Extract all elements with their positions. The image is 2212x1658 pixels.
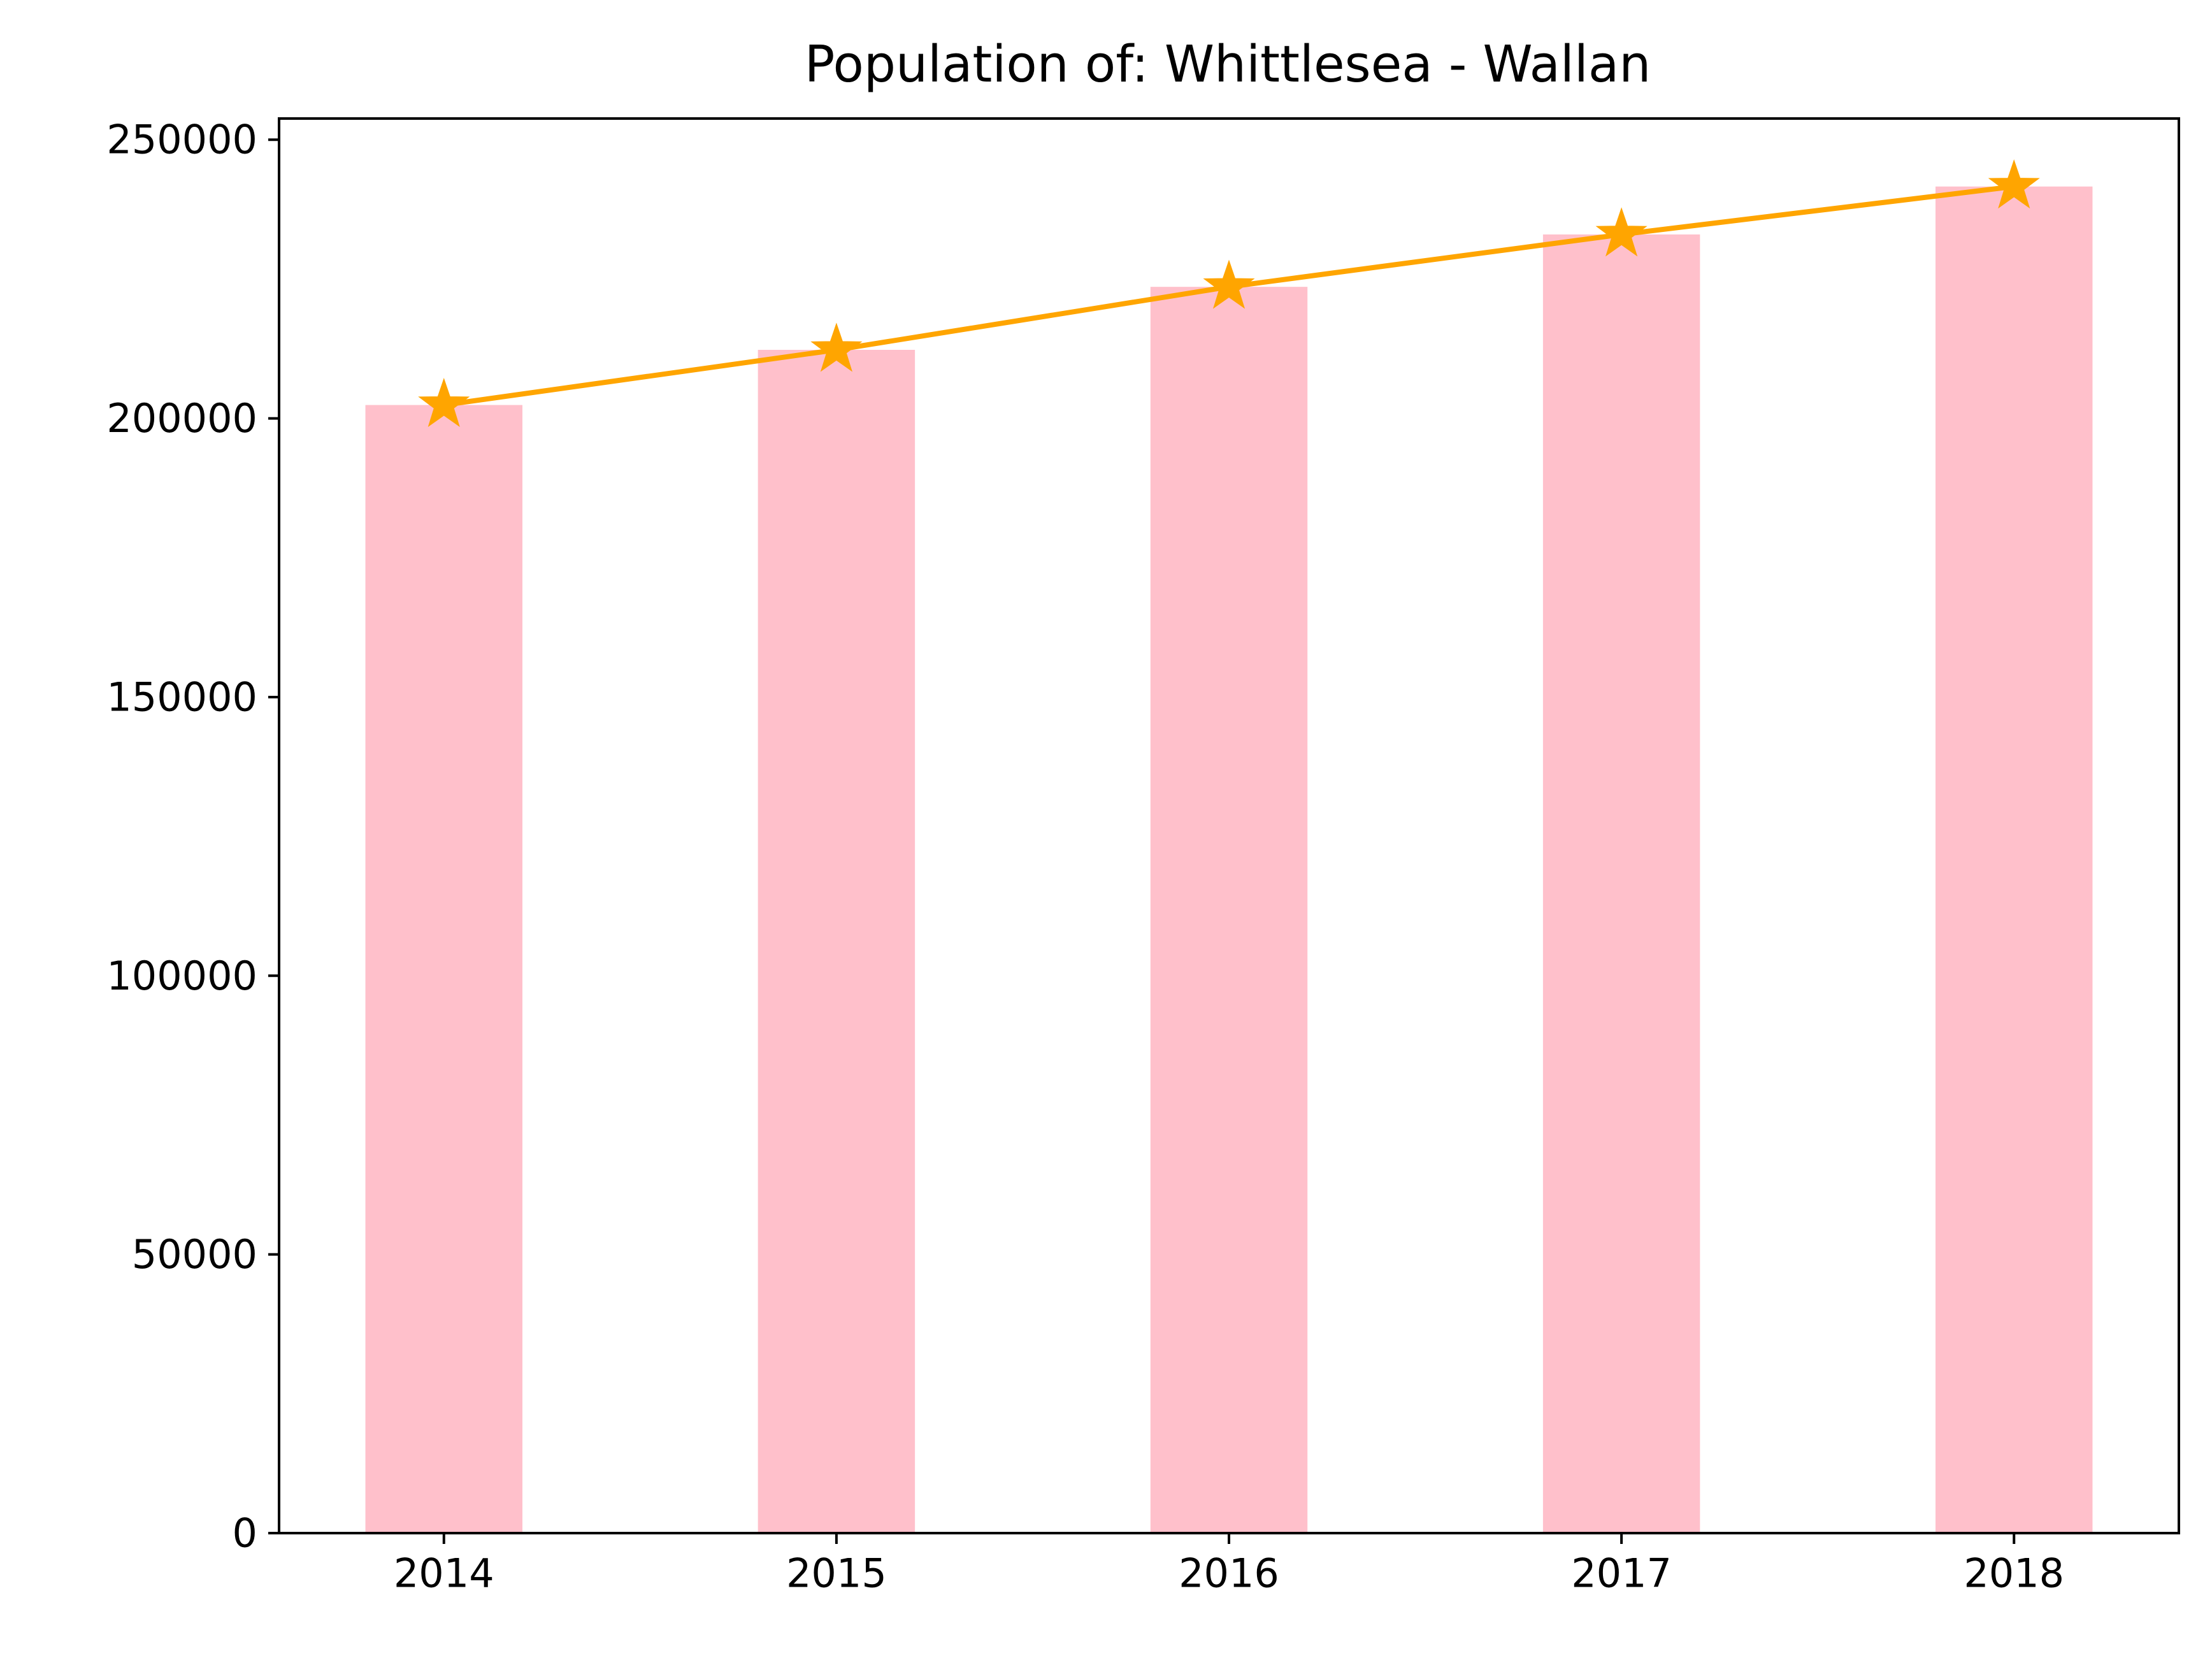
bar-2016 (1150, 287, 1308, 1533)
point-marker-2016 (1203, 259, 1255, 309)
point-marker-2017 (1595, 207, 1648, 257)
y-tick-label: 100000 (106, 953, 257, 999)
chart-title: Population of: Whittlesea - Wallan (805, 35, 1651, 94)
point-marker-2015 (810, 322, 863, 372)
x-tick-label: 2014 (394, 1550, 494, 1596)
y-tick-label: 50000 (132, 1231, 257, 1278)
point-marker-2018 (1988, 159, 2040, 209)
line-layer (418, 159, 2040, 428)
x-tick-label: 2016 (1179, 1550, 1279, 1596)
y-tick-label: 200000 (106, 395, 257, 442)
y-tick-label: 250000 (106, 117, 257, 163)
y-tick-label: 150000 (106, 674, 257, 720)
point-marker-2014 (418, 377, 470, 428)
bars-layer (365, 186, 2093, 1534)
bar-2018 (1936, 186, 2093, 1534)
bar-2017 (1542, 234, 1700, 1534)
axes-layer: 0 50000 100000 150000 200000 250000 2014 2015 20… (106, 117, 2180, 1596)
x-tick-label: 2015 (786, 1550, 887, 1596)
x-tick-label: 2017 (1571, 1550, 1672, 1596)
bar-2015 (758, 350, 916, 1533)
x-tick-label: 2018 (1964, 1550, 2064, 1596)
y-tick-label: 0 (233, 1510, 257, 1557)
bar-2014 (365, 405, 522, 1533)
